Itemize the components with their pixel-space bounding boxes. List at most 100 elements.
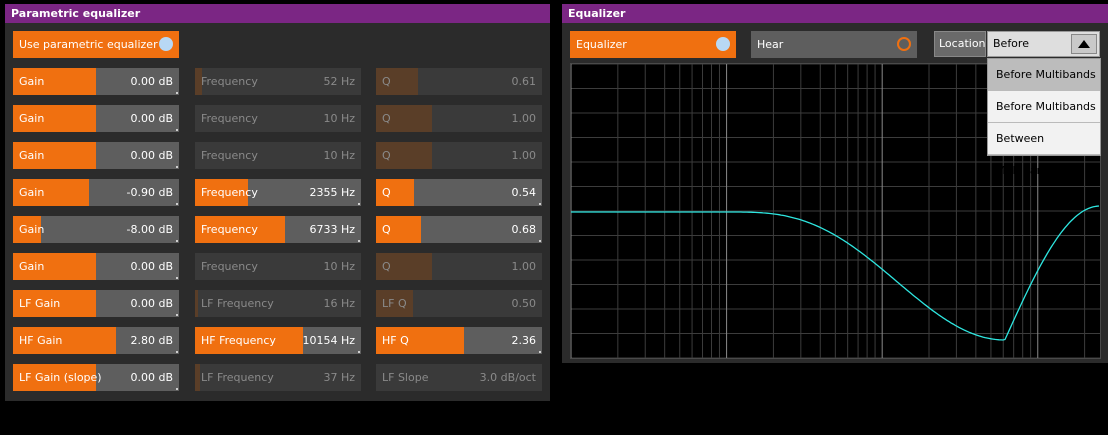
slider-gain[interactable]: HF Gain 2.80 dB bbox=[13, 327, 179, 354]
slider-q[interactable]: Q 1.00 bbox=[376, 105, 542, 132]
slider-freq[interactable]: LF Frequency 37 Hz bbox=[195, 364, 361, 391]
slider-value: 10 Hz bbox=[323, 149, 355, 162]
slider-fill bbox=[195, 364, 200, 391]
slider-gain[interactable]: Gain 0.00 dB bbox=[13, 105, 179, 132]
slider-gain[interactable]: LF Gain 0.00 dB bbox=[13, 290, 179, 317]
slider-label: LF Q bbox=[382, 297, 407, 310]
slider-fill bbox=[13, 364, 96, 391]
slider-fill bbox=[376, 105, 433, 132]
slider-value: 6733 Hz bbox=[309, 223, 355, 236]
slider-value: 10 Hz bbox=[323, 112, 355, 125]
slider-label: HF Gain bbox=[19, 334, 63, 347]
slider-q[interactable]: LF Slope 3.0 dB/oct bbox=[376, 364, 542, 391]
resize-handle-icon bbox=[358, 203, 360, 205]
slider-q[interactable]: Q 1.00 bbox=[376, 253, 542, 280]
location-option[interactable]: Between Multibands bbox=[988, 123, 1100, 177]
chevron-up-icon[interactable] bbox=[1071, 34, 1097, 54]
slider-value: 0.54 bbox=[511, 186, 537, 199]
slider-gain[interactable]: Gain 0.00 dB bbox=[13, 142, 179, 169]
toggle-label: Equalizer bbox=[576, 38, 627, 51]
slider-label: Gain bbox=[19, 260, 45, 273]
toggle-indicator-icon bbox=[716, 37, 730, 51]
slider-gain[interactable]: Gain 0.00 dB bbox=[13, 68, 179, 95]
resize-handle-icon bbox=[176, 240, 178, 242]
slider-value: -8.00 dB bbox=[126, 223, 174, 236]
panel-title: Equalizer bbox=[562, 4, 1108, 23]
slider-gain[interactable]: LF Gain (slope) 0.00 dB bbox=[13, 364, 179, 391]
use-parametric-equalizer-toggle[interactable]: Use parametric equalizer bbox=[13, 31, 179, 58]
slider-label: LF Frequency bbox=[201, 297, 274, 310]
slider-q[interactable]: Q 0.68 bbox=[376, 216, 542, 243]
slider-label: Q bbox=[382, 260, 391, 273]
resize-handle-icon bbox=[176, 277, 178, 279]
slider-freq[interactable]: Frequency 2355 Hz bbox=[195, 179, 361, 206]
resize-handle-icon bbox=[176, 203, 178, 205]
slider-gain[interactable]: Gain -8.00 dB bbox=[13, 216, 179, 243]
slider-value: 0.61 bbox=[511, 75, 537, 88]
slider-fill bbox=[376, 142, 433, 169]
slider-value: 16 Hz bbox=[323, 297, 355, 310]
slider-q[interactable]: Q 0.54 bbox=[376, 179, 542, 206]
slider-value: 0.00 dB bbox=[130, 75, 173, 88]
slider-label: Gain bbox=[19, 75, 45, 88]
slider-q[interactable]: LF Q 0.50 bbox=[376, 290, 542, 317]
resize-handle-icon bbox=[176, 92, 178, 94]
slider-fill bbox=[376, 253, 433, 280]
eq-response-plot[interactable] bbox=[570, 63, 1101, 359]
slider-q[interactable]: HF Q 2.36 bbox=[376, 327, 542, 354]
slider-fill bbox=[13, 142, 96, 169]
slider-value: 0.00 dB bbox=[130, 371, 173, 384]
location-option[interactable]: Before Multibands bbox=[988, 59, 1100, 91]
slider-fill bbox=[376, 290, 413, 317]
slider-value: 2.36 bbox=[511, 334, 537, 347]
slider-label: LF Frequency bbox=[201, 371, 274, 384]
slider-label: Q bbox=[382, 75, 391, 88]
slider-freq[interactable]: Frequency 10 Hz bbox=[195, 253, 361, 280]
toggle-indicator-icon bbox=[159, 37, 173, 51]
hear-toggle[interactable]: Hear bbox=[751, 31, 917, 58]
slider-fill bbox=[376, 179, 415, 206]
slider-fill bbox=[13, 290, 96, 317]
location-select[interactable]: Before bbox=[987, 31, 1100, 57]
slider-freq[interactable]: LF Frequency 16 Hz bbox=[195, 290, 361, 317]
slider-fill bbox=[13, 105, 96, 132]
slider-gain[interactable]: Gain -0.90 dB bbox=[13, 179, 179, 206]
slider-q[interactable]: Q 0.61 bbox=[376, 68, 542, 95]
slider-label: HF Frequency bbox=[201, 334, 276, 347]
slider-fill bbox=[13, 216, 42, 243]
slider-label: Q bbox=[382, 186, 391, 199]
equalizer-toggle[interactable]: Equalizer bbox=[570, 31, 736, 58]
slider-value: 1.00 bbox=[511, 149, 537, 162]
location-option[interactable]: Before Multibands bbox=[988, 91, 1100, 123]
slider-label: Frequency bbox=[201, 112, 258, 125]
slider-value: 0.50 bbox=[511, 297, 537, 310]
slider-fill bbox=[195, 327, 303, 354]
slider-gain[interactable]: Gain 0.00 dB bbox=[13, 253, 179, 280]
slider-freq[interactable]: HF Frequency 10154 Hz bbox=[195, 327, 361, 354]
slider-label: Gain bbox=[19, 186, 45, 199]
slider-q[interactable]: Q 1.00 bbox=[376, 142, 542, 169]
resize-handle-icon bbox=[176, 166, 178, 168]
slider-value: -0.90 dB bbox=[126, 186, 174, 199]
slider-value: 10154 Hz bbox=[302, 334, 355, 347]
slider-fill bbox=[195, 68, 202, 95]
slider-freq[interactable]: Frequency 10 Hz bbox=[195, 142, 361, 169]
slider-fill bbox=[13, 68, 96, 95]
slider-value: 2355 Hz bbox=[309, 186, 355, 199]
slider-label: HF Q bbox=[382, 334, 409, 347]
slider-label: Q bbox=[382, 112, 391, 125]
slider-value: 37 Hz bbox=[323, 371, 355, 384]
resize-handle-icon bbox=[176, 388, 178, 390]
slider-fill bbox=[195, 216, 285, 243]
toggle-label: Hear bbox=[757, 38, 784, 51]
slider-value: 52 Hz bbox=[323, 75, 355, 88]
panel-title: Parametric equalizer bbox=[5, 4, 550, 23]
slider-freq[interactable]: Frequency 10 Hz bbox=[195, 105, 361, 132]
resize-handle-icon bbox=[539, 240, 541, 242]
slider-freq[interactable]: Frequency 52 Hz bbox=[195, 68, 361, 95]
slider-label: Frequency bbox=[201, 149, 258, 162]
slider-freq[interactable]: Frequency 6733 Hz bbox=[195, 216, 361, 243]
slider-fill bbox=[376, 216, 421, 243]
resize-handle-icon bbox=[176, 314, 178, 316]
resize-handle-icon bbox=[539, 203, 541, 205]
